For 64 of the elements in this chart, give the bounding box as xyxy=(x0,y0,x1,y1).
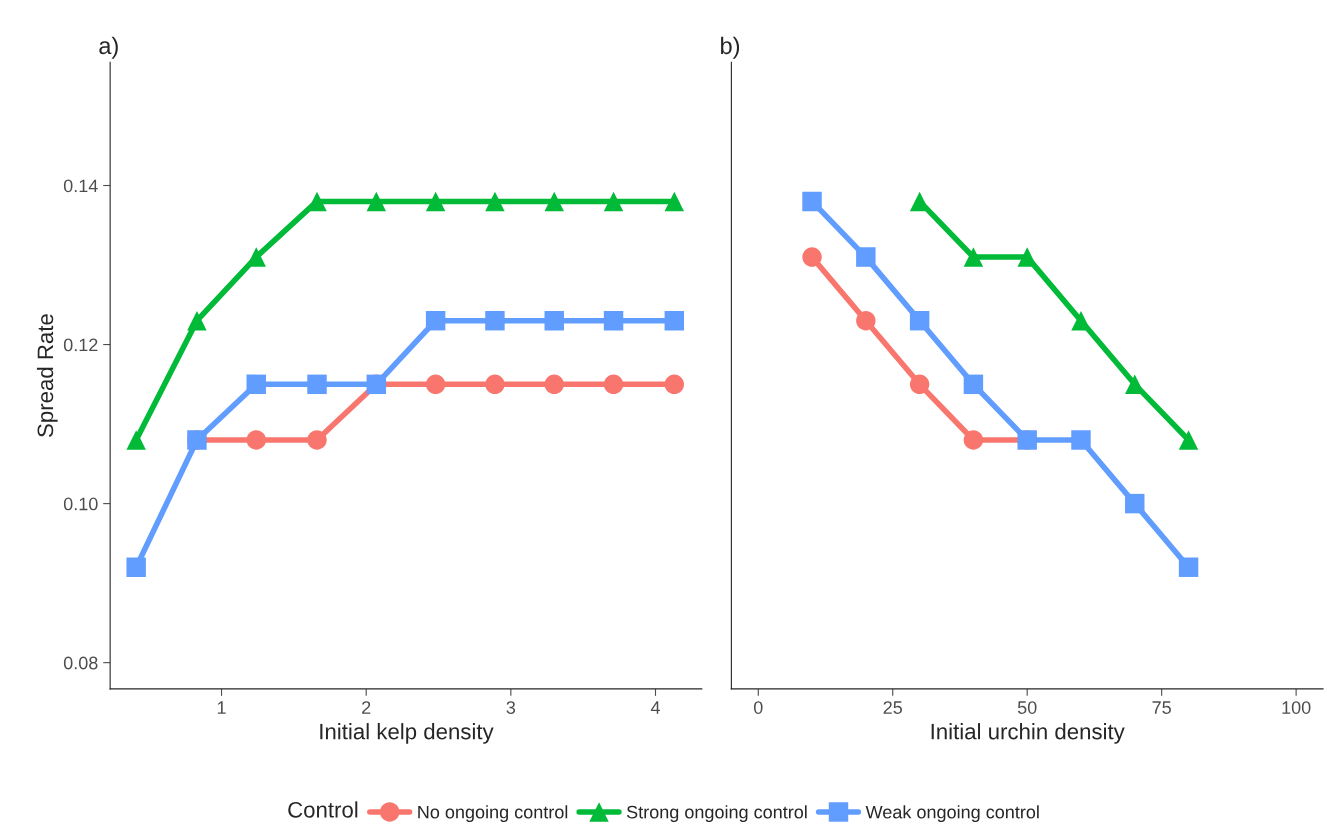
x-tick-label: 50 xyxy=(1017,701,1037,714)
point xyxy=(802,191,822,212)
point xyxy=(246,247,266,267)
x-tick-label: 0 xyxy=(753,701,763,714)
point xyxy=(1017,247,1037,267)
point xyxy=(963,374,984,395)
point xyxy=(909,191,930,212)
point xyxy=(603,310,624,331)
point xyxy=(1071,430,1091,450)
point xyxy=(366,191,387,212)
y-tick-label: 0.14 xyxy=(63,179,98,193)
point xyxy=(126,430,146,450)
point xyxy=(246,374,266,395)
point xyxy=(963,430,984,450)
point xyxy=(802,247,822,267)
point xyxy=(544,374,564,395)
point xyxy=(485,374,505,395)
point xyxy=(485,310,505,331)
point xyxy=(1125,493,1145,514)
point xyxy=(664,310,685,331)
legend-label: No ongoing control xyxy=(418,805,568,823)
y-axis-title: Spread Rate xyxy=(36,314,58,437)
point xyxy=(187,310,207,331)
x-tick-label: 1 xyxy=(217,701,226,714)
legend-title: Control xyxy=(288,801,358,818)
point xyxy=(856,310,876,331)
y-tick-label: 0.10 xyxy=(63,497,98,511)
y-tick-label: 0.08 xyxy=(63,656,98,670)
point xyxy=(425,191,446,212)
point xyxy=(307,374,327,395)
point xyxy=(664,374,685,395)
point xyxy=(307,191,327,212)
point xyxy=(126,557,146,577)
y-tick-label: 0.12 xyxy=(63,338,98,352)
point xyxy=(485,191,505,212)
legend-label: Strong ongoing control xyxy=(626,805,807,823)
point xyxy=(603,191,624,212)
x-tick-label: 4 xyxy=(650,701,660,714)
point xyxy=(1178,430,1199,450)
point xyxy=(909,374,930,395)
x-tick-label: 25 xyxy=(883,701,903,714)
point xyxy=(425,374,446,395)
point xyxy=(603,374,624,395)
point xyxy=(307,430,327,450)
point xyxy=(856,247,876,267)
point xyxy=(1071,310,1091,331)
x-axis-title: Initial kelp density xyxy=(320,723,494,744)
legend-label: Weak ongoing control xyxy=(865,805,1039,823)
point xyxy=(246,430,266,450)
x-tick-label: 3 xyxy=(506,701,516,714)
point xyxy=(909,310,930,331)
point xyxy=(1125,374,1145,395)
point xyxy=(963,247,984,267)
x-axis-title: Initial urchin density xyxy=(931,723,1125,744)
point xyxy=(664,191,685,212)
point xyxy=(544,191,564,212)
x-tick-label: 2 xyxy=(362,701,371,714)
point xyxy=(1178,557,1199,577)
chart-title: b) xyxy=(721,36,740,59)
point xyxy=(425,310,446,331)
point xyxy=(544,310,564,331)
chart-title: a) xyxy=(99,36,118,59)
x-tick-label: 100 xyxy=(1282,701,1311,714)
x-tick-label: 75 xyxy=(1152,701,1171,714)
